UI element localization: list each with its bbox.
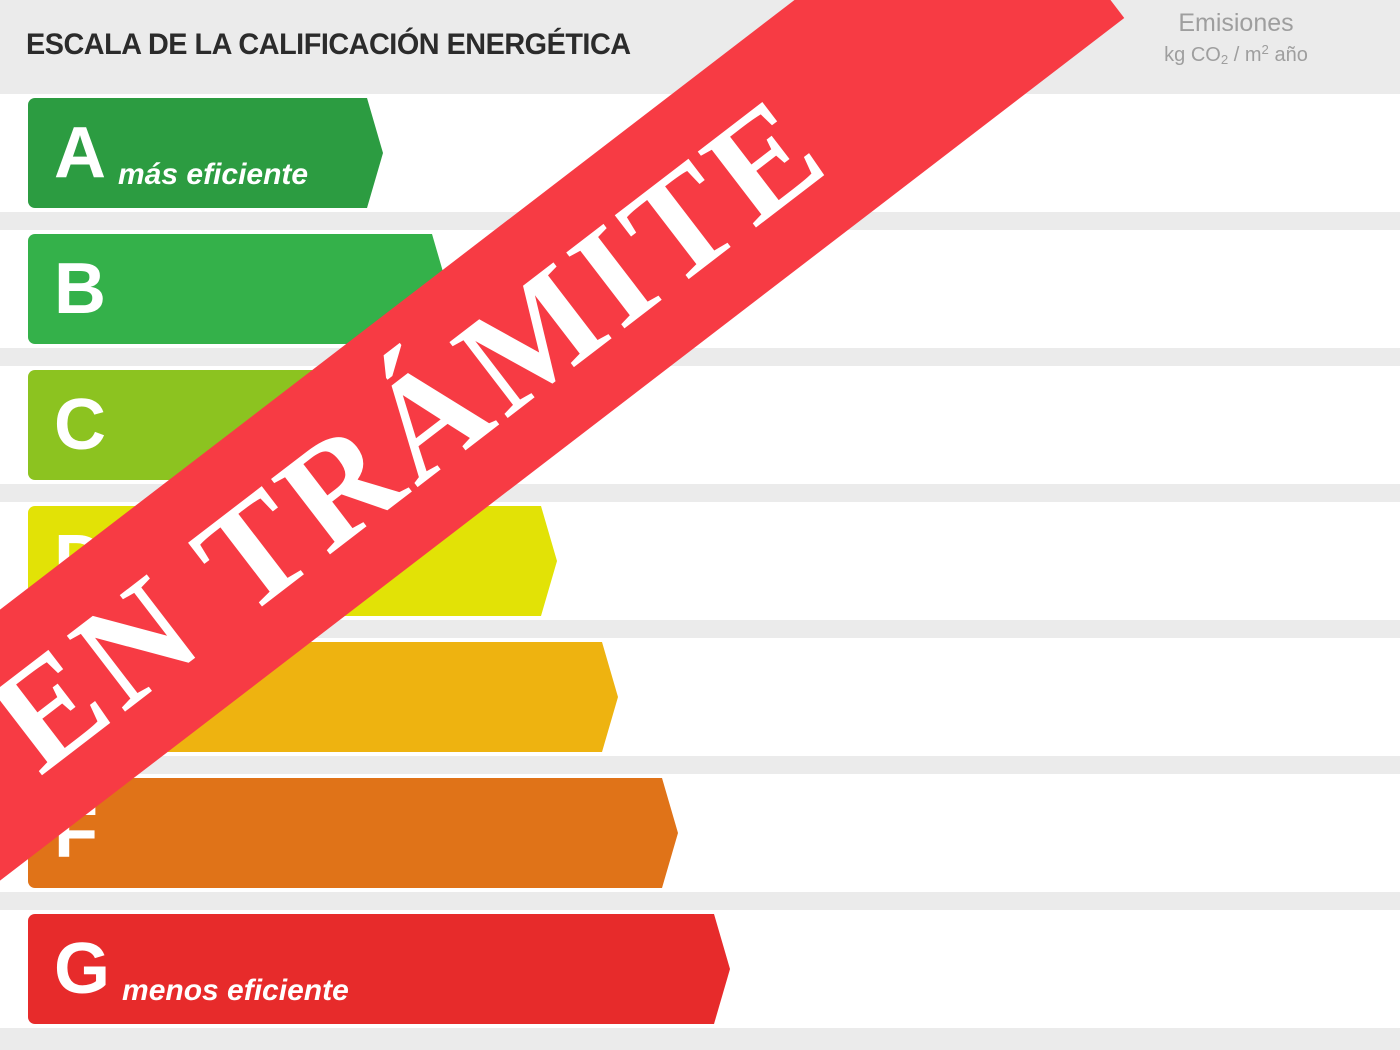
rating-row: C xyxy=(0,366,1400,484)
emisiones-value-cell[interactable] xyxy=(1096,778,1376,888)
emisiones-value-cell[interactable] xyxy=(1096,98,1376,208)
rating-bar-arrow-tip xyxy=(582,642,618,752)
consumo-value-cell[interactable] xyxy=(808,642,1086,752)
emisiones-value-cell[interactable] xyxy=(1096,506,1376,616)
emisiones-value-cell[interactable] xyxy=(1096,234,1376,344)
consumo-value-cell[interactable] xyxy=(808,506,1086,616)
rating-letter: A xyxy=(54,113,106,193)
rating-bar-arrow-tip xyxy=(521,506,557,616)
emisiones-value-cell[interactable] xyxy=(1096,642,1376,752)
consumo-value-cell[interactable] xyxy=(808,234,1086,344)
rating-bar-arrow-tip xyxy=(347,98,383,208)
rating-bar-arrow-tip xyxy=(642,778,678,888)
emisiones-value-cell[interactable] xyxy=(1096,914,1376,1024)
rating-row: B xyxy=(0,230,1400,348)
rating-bar-f: F xyxy=(28,778,678,888)
rating-letter: G xyxy=(54,929,111,1009)
rating-note: menos eficiente xyxy=(122,974,349,1007)
page-title: ESCALA DE LA CALIFICACIÓN ENERGÉTICA xyxy=(26,28,631,61)
column-header-emisiones: Emisiones kg CO2 / m2 año xyxy=(1096,9,1376,68)
rating-bar-body xyxy=(28,234,414,344)
rating-letter: B xyxy=(54,249,106,329)
rating-bar-body xyxy=(28,778,644,888)
rating-bar-arrow-tip xyxy=(694,914,730,1024)
emisiones-value-cell[interactable] xyxy=(1096,370,1376,480)
consumo-value-cell[interactable] xyxy=(808,370,1086,480)
rating-bar-body xyxy=(28,914,696,1024)
rating-note: más eficiente xyxy=(118,158,309,191)
rating-bar-body xyxy=(28,98,349,208)
consumo-value-cell[interactable] xyxy=(808,914,1086,1024)
column-header-emisiones-label: Emisiones xyxy=(1178,9,1294,37)
rating-letter: C xyxy=(54,385,106,465)
consumo-value-cell[interactable] xyxy=(808,778,1086,888)
rating-row: F xyxy=(0,774,1400,892)
column-header-emisiones-unit: kg CO2 / m2 año xyxy=(1164,42,1308,68)
